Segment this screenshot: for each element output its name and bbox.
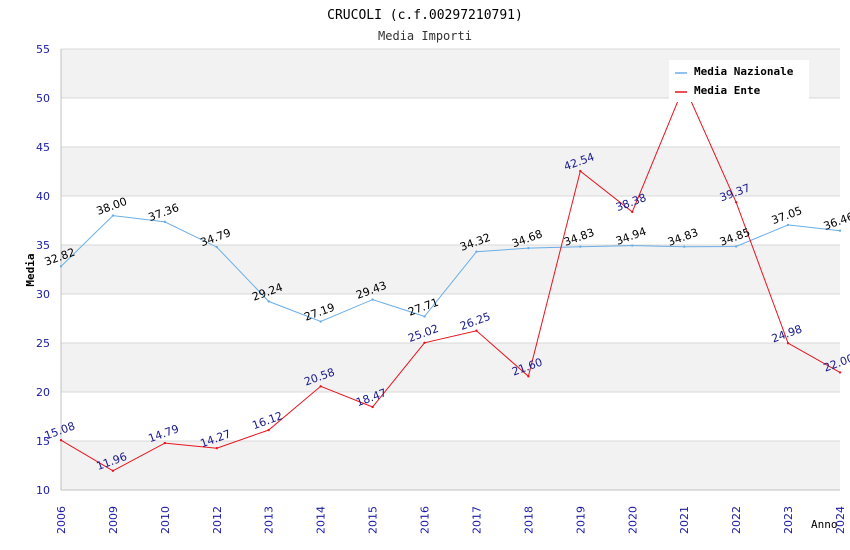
data-label: 37.36 <box>147 201 181 224</box>
axes <box>60 49 840 491</box>
x-tick-label: 2014 <box>315 506 328 534</box>
data-point <box>786 341 790 345</box>
gridlines <box>61 48 840 491</box>
data-point <box>683 245 686 248</box>
x-tick-label: 2020 <box>626 506 639 534</box>
data-point <box>319 320 322 323</box>
legend-label-ente: Media Ente <box>694 84 761 97</box>
x-tick-label: 2024 <box>834 506 847 534</box>
x-tick-label: 2018 <box>522 506 535 534</box>
data-point <box>111 469 115 472</box>
x-tick-label: 2015 <box>367 506 380 534</box>
chart-subtitle: Media Importi <box>378 29 472 43</box>
data-point <box>838 371 842 374</box>
grid-bands <box>61 49 840 490</box>
data-point <box>527 375 530 378</box>
x-tick-label: 2012 <box>211 506 224 534</box>
x-tick-label: 2013 <box>263 506 276 534</box>
y-tick-labels: 10 15 20 25 30 35 40 45 50 55 <box>36 43 50 497</box>
series-line-media-ente <box>60 84 841 472</box>
y-tick-label: 45 <box>36 141 50 154</box>
data-label: 24.98 <box>770 322 804 345</box>
data-point <box>579 245 582 248</box>
data-label: 16.12 <box>251 409 285 432</box>
y-tick-label: 35 <box>36 239 50 252</box>
data-point <box>163 220 167 224</box>
data-point <box>267 428 270 432</box>
data-point <box>319 385 322 388</box>
data-point <box>163 441 167 445</box>
x-tick-label: 2010 <box>159 506 172 534</box>
y-tick-label: 10 <box>36 484 50 497</box>
grid-band <box>61 343 840 392</box>
data-point <box>267 300 270 303</box>
x-tick-label: 2021 <box>678 506 691 534</box>
x-tick-label: 2009 <box>107 506 120 534</box>
data-label: 37.05 <box>770 204 804 227</box>
data-point <box>786 223 790 227</box>
data-point <box>527 246 530 250</box>
legend-box <box>669 60 809 102</box>
y-axis-label: Media <box>24 253 37 286</box>
y-tick-label: 15 <box>36 435 50 448</box>
x-axis-label: Anno <box>811 518 838 531</box>
data-point <box>475 329 478 332</box>
y-tick-label: 25 <box>36 337 50 350</box>
chart-title: CRUCOLI (c.f.00297210791) <box>327 8 523 23</box>
x-tick-label: 2023 <box>782 506 795 534</box>
legend: Media Nazionale Media Ente <box>669 60 809 102</box>
data-point <box>631 210 634 214</box>
x-tick-label: 2016 <box>419 506 432 534</box>
grid-band <box>61 245 840 294</box>
x-tick-label: 2006 <box>55 506 68 534</box>
data-point <box>734 245 738 248</box>
y-tick-label: 55 <box>36 43 50 56</box>
data-point <box>215 446 218 450</box>
data-point <box>631 244 634 247</box>
data-label: 26.25 <box>458 310 492 333</box>
y-tick-label: 50 <box>36 92 50 105</box>
grid-band <box>61 441 840 490</box>
x-tick-labels: 2006 2009 2010 2012 2013 2014 2015 2016 2017 2018… <box>55 506 847 534</box>
data-point <box>734 200 738 204</box>
series-line-media-nazionale <box>60 215 841 323</box>
data-label: 27.71 <box>406 296 440 319</box>
data-point <box>215 245 218 249</box>
data-point <box>59 265 63 268</box>
x-tick-label: 2019 <box>574 506 587 534</box>
data-point <box>838 229 842 232</box>
legend-label-nazionale: Media Nazionale <box>694 65 794 78</box>
data-label: 15.08 <box>43 419 77 442</box>
data-point <box>371 405 374 409</box>
data-label: 38.00 <box>95 195 129 218</box>
x-tick-label: 2022 <box>730 506 743 534</box>
data-point <box>371 298 374 301</box>
data-point <box>475 250 478 253</box>
data-point <box>111 214 115 217</box>
data-point <box>579 169 582 173</box>
data-label: 34.94 <box>614 225 648 248</box>
y-tick-label: 40 <box>36 190 50 203</box>
y-tick-label: 30 <box>36 288 50 301</box>
data-label: 27.19 <box>302 301 336 324</box>
y-tick-label: 20 <box>36 386 50 399</box>
data-point <box>423 341 426 345</box>
data-label: 25.02 <box>406 322 440 345</box>
grid-band <box>61 147 840 196</box>
x-tick-label: 2017 <box>470 506 483 534</box>
data-point <box>423 315 426 318</box>
data-label: 36.46 <box>822 210 850 233</box>
data-point <box>59 439 63 442</box>
